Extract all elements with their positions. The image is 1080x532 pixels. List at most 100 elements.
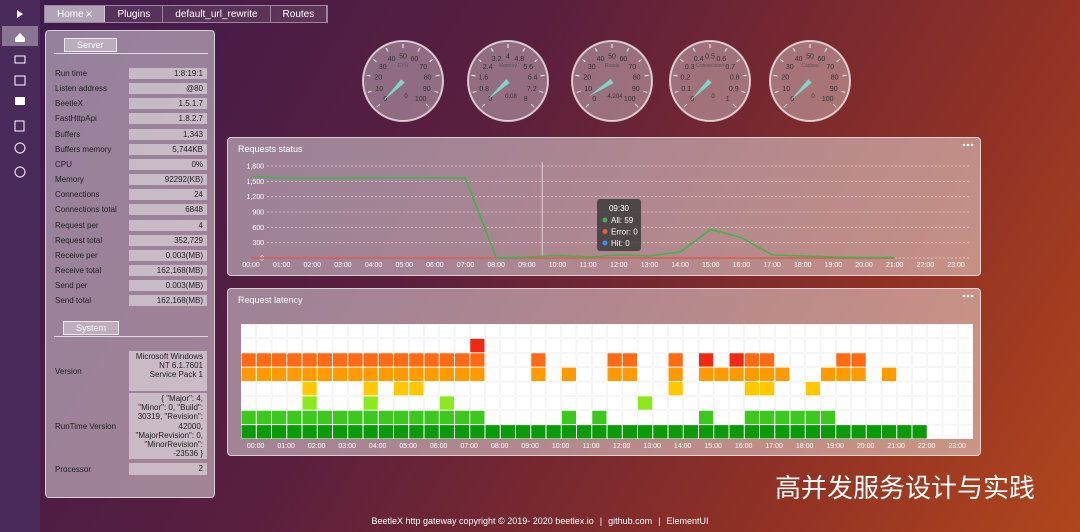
heat-cell xyxy=(729,338,744,353)
heat-cell xyxy=(744,353,759,367)
heat-cell xyxy=(317,367,332,381)
heat-cell xyxy=(439,367,454,381)
footer-text[interactable]: github.com xyxy=(608,516,653,526)
heat-cell xyxy=(790,396,805,410)
heat-cell xyxy=(714,353,729,367)
heat-cell xyxy=(378,410,393,425)
heat-cell xyxy=(958,410,973,425)
info-label: Send per xyxy=(55,281,88,291)
heat-cell xyxy=(790,324,805,339)
footer-text[interactable]: ElementUI xyxy=(666,516,709,526)
info-row: Receive total 162,168(MB) xyxy=(55,264,207,276)
gauge-tick xyxy=(534,58,539,63)
heat-cell xyxy=(607,367,622,381)
tab[interactable]: default_url_rewrite xyxy=(163,6,271,22)
tab[interactable]: Routes xyxy=(271,6,328,22)
heat-cell xyxy=(836,381,851,396)
gauge-tick xyxy=(477,58,482,63)
heat-cell xyxy=(622,324,638,339)
menu-icon[interactable] xyxy=(962,293,976,299)
gauge-tick xyxy=(581,58,586,63)
heat-cell xyxy=(759,324,775,339)
heat-cell xyxy=(699,353,714,367)
heat-cell xyxy=(821,367,836,381)
heat-cell xyxy=(454,338,470,353)
heat-cell xyxy=(470,353,485,367)
heat-cell xyxy=(836,410,851,425)
gauge-tick xyxy=(594,47,598,52)
gauge-name: Caches xyxy=(802,63,819,69)
gauge-name: CPU xyxy=(398,63,409,69)
gauge-tick-label: 30 xyxy=(786,64,794,71)
x-tick-label: 18:00 xyxy=(796,443,814,450)
heat-cell xyxy=(744,410,759,425)
heat-cell xyxy=(561,425,576,439)
heat-cell xyxy=(485,338,500,353)
heat-cell xyxy=(912,324,927,339)
heat-cell xyxy=(272,353,287,367)
gauge-needle xyxy=(487,79,510,100)
info-row: Listen address @80 xyxy=(55,83,207,95)
heat-cell xyxy=(500,324,516,339)
heat-cell xyxy=(729,425,744,439)
heat-cell xyxy=(515,353,531,367)
info-label: Receive per xyxy=(55,250,98,260)
tooltip: 09:30 All: 59 Error: 0 Hit: 0 xyxy=(597,199,641,251)
heat-cell xyxy=(576,367,592,382)
gauge-tick xyxy=(575,74,580,77)
heat-cell xyxy=(363,382,378,396)
footer: BeetleX http gateway copyright © 2019- 2… xyxy=(0,516,1080,526)
heat-cell xyxy=(805,425,820,439)
heat-cell xyxy=(637,353,653,367)
info-label: BeetleX xyxy=(55,99,84,109)
heat-cell xyxy=(729,410,744,425)
heat-cell xyxy=(393,338,409,353)
gauge-tick xyxy=(585,103,590,108)
gauge-tick-label: 0 xyxy=(592,96,596,103)
heat-cell xyxy=(592,367,607,382)
gauge-tick xyxy=(773,74,778,77)
x-tick-label: 09:00 xyxy=(521,443,539,450)
heat-cell xyxy=(851,381,866,396)
heat-cell xyxy=(470,367,485,381)
heat-cell xyxy=(576,381,592,396)
gauge-tick xyxy=(367,90,372,93)
info-row: RunTime Version { "Major": 4, "Minor": 0,… xyxy=(55,393,207,460)
gauge-tick xyxy=(376,103,381,108)
heat-cell xyxy=(775,353,790,367)
gauge-tick-label: 0 xyxy=(690,96,694,103)
heat-cell xyxy=(637,410,653,425)
heat-cell xyxy=(424,410,439,425)
heat-cell xyxy=(378,396,394,410)
heat-cell xyxy=(302,324,317,339)
heat-cell xyxy=(927,381,943,396)
heat-cell xyxy=(897,396,912,410)
gauge-tick-label: 100 xyxy=(822,96,834,103)
close-icon[interactable] xyxy=(86,10,93,18)
heat-cell xyxy=(378,324,394,339)
heat-cell xyxy=(592,353,607,367)
tab[interactable]: Plugins xyxy=(105,6,164,22)
info-row: Send total 162,168(MB) xyxy=(55,295,207,307)
menu-icon[interactable] xyxy=(962,142,976,148)
info-row: Request per 4 xyxy=(55,219,207,231)
heat-cell xyxy=(531,381,546,396)
x-tick-label: 23:00 xyxy=(947,262,965,269)
tab-label[interactable]: Home xyxy=(57,9,84,20)
heat-cell xyxy=(653,396,668,410)
heat-cell xyxy=(485,367,500,382)
heat-cell xyxy=(866,367,882,382)
heat-cell xyxy=(317,338,333,353)
heat-cell xyxy=(485,353,500,367)
heat-cell xyxy=(851,324,866,339)
heat-cell xyxy=(348,367,363,381)
heat-cell xyxy=(622,410,638,425)
x-tick-label: 00:00 xyxy=(242,262,260,269)
heat-cell xyxy=(485,324,500,339)
heat-cell xyxy=(317,353,332,367)
heat-cell xyxy=(668,367,683,381)
heat-cell xyxy=(668,410,683,425)
x-tick-label: 17:00 xyxy=(763,262,781,269)
tab[interactable]: Home xyxy=(45,6,106,22)
heat-cell xyxy=(759,396,775,410)
